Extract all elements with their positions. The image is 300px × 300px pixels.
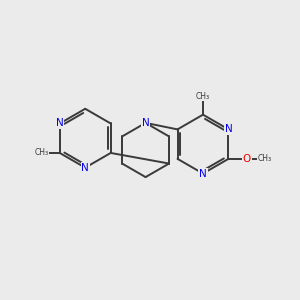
Text: O: O (243, 154, 251, 164)
Text: N: N (225, 124, 232, 134)
Text: CH₃: CH₃ (196, 92, 210, 101)
Text: N: N (142, 118, 149, 128)
Text: N: N (56, 118, 64, 128)
Text: CH₃: CH₃ (34, 148, 49, 158)
Text: N: N (199, 169, 207, 178)
Text: CH₃: CH₃ (257, 154, 272, 163)
Text: N: N (81, 163, 89, 173)
